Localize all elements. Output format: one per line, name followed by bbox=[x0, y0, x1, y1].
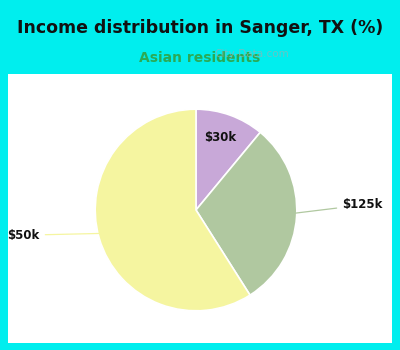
Wedge shape bbox=[196, 109, 260, 210]
Wedge shape bbox=[95, 109, 250, 311]
Text: $50k: $50k bbox=[8, 229, 114, 242]
Wedge shape bbox=[196, 132, 297, 295]
Text: $125k: $125k bbox=[281, 198, 382, 215]
Text: City-Data.com: City-Data.com bbox=[214, 49, 289, 59]
Text: $30k: $30k bbox=[204, 131, 236, 144]
Text: Asian residents: Asian residents bbox=[139, 51, 261, 65]
Text: Income distribution in Sanger, TX (%): Income distribution in Sanger, TX (%) bbox=[17, 19, 383, 37]
FancyBboxPatch shape bbox=[0, 68, 400, 348]
